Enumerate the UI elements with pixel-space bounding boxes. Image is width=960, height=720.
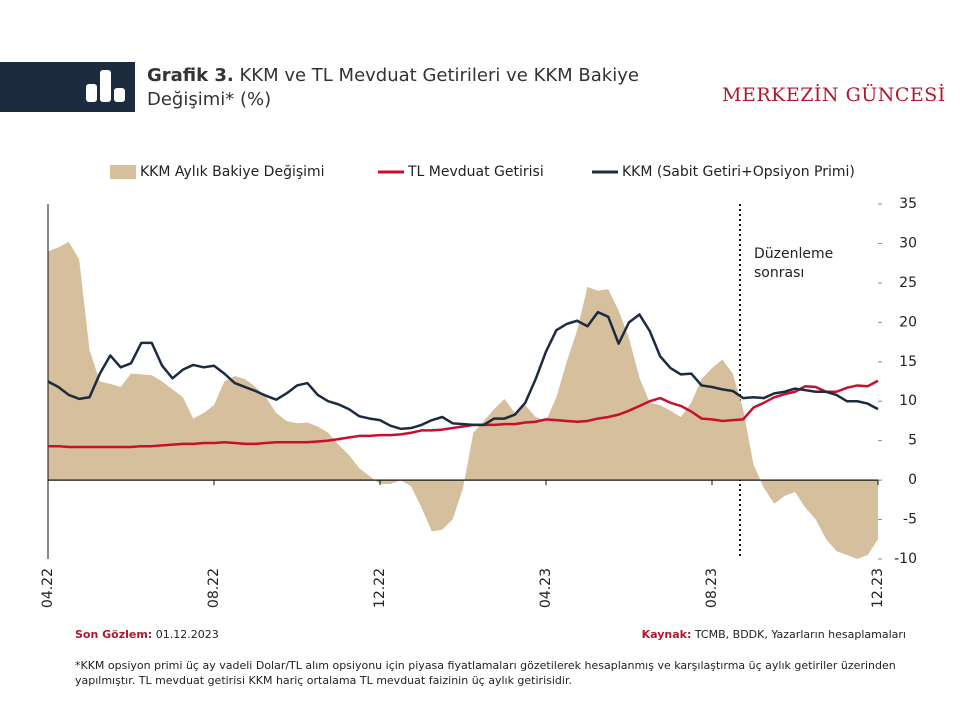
y-tick-label: 25: [899, 275, 917, 291]
x-tick-label: 04.23: [538, 568, 554, 608]
x-tick-label: 04.22: [40, 568, 56, 608]
y-tick-label: 20: [899, 314, 917, 330]
title-text: KKM ve TL Mevduat Getirileri ve KKM Baki…: [147, 65, 639, 110]
footnote: *KKM opsiyon primi üç ay vadeli Dolar/TL…: [75, 659, 896, 687]
y-tick-label: 5: [908, 433, 917, 449]
area: [48, 241, 878, 559]
source-text: TCMB, BDDK, Yazarların hesaplamaları: [694, 628, 906, 641]
title-prefix: Grafik 3.: [147, 65, 234, 86]
y-tick-label: 10: [899, 393, 917, 409]
y-tick-label: 35: [899, 196, 917, 212]
line: [47, 310, 879, 431]
annotation: Düzenleme: [754, 246, 833, 262]
y-tick-label: 15: [899, 354, 917, 370]
header-icon: [86, 70, 125, 102]
header-band: [0, 62, 135, 112]
x-tick-label: 12.22: [372, 568, 388, 608]
y-tick-label: 30: [899, 235, 917, 251]
legend-label: KKM Aylık Bakiye Değişimi: [140, 164, 325, 180]
y-tick-label: -10: [894, 551, 917, 567]
source-label: Kaynak:: [641, 628, 692, 641]
x-tick-label: 12.23: [870, 568, 886, 608]
brand: MERKEZİN GÜNCESİ: [722, 84, 946, 106]
y-tick-label: 0: [908, 472, 917, 488]
x-tick-label: 08.22: [206, 568, 222, 608]
x-tick-label: 08.23: [704, 568, 720, 608]
legend-label: KKM (Sabit Getiri+Opsiyon Primi): [622, 164, 855, 180]
legend-label: TL Mevduat Getirisi: [407, 164, 544, 180]
observation-date: 01.12.2023: [155, 628, 219, 641]
observation-label: Son Gözlem:: [75, 628, 153, 641]
source: Kaynak: TCMB, BDDK, Yazarların hesaplama…: [642, 628, 906, 641]
annotation: sonrası: [754, 265, 804, 281]
legend-swatch: [110, 165, 136, 179]
observation: Son Gözlem: 01.12.2023: [75, 628, 219, 641]
y-tick-label: -5: [903, 512, 917, 528]
title: Grafik 3. KKM ve TL Mevduat Getirileri v…: [147, 64, 707, 112]
line: [48, 379, 879, 449]
